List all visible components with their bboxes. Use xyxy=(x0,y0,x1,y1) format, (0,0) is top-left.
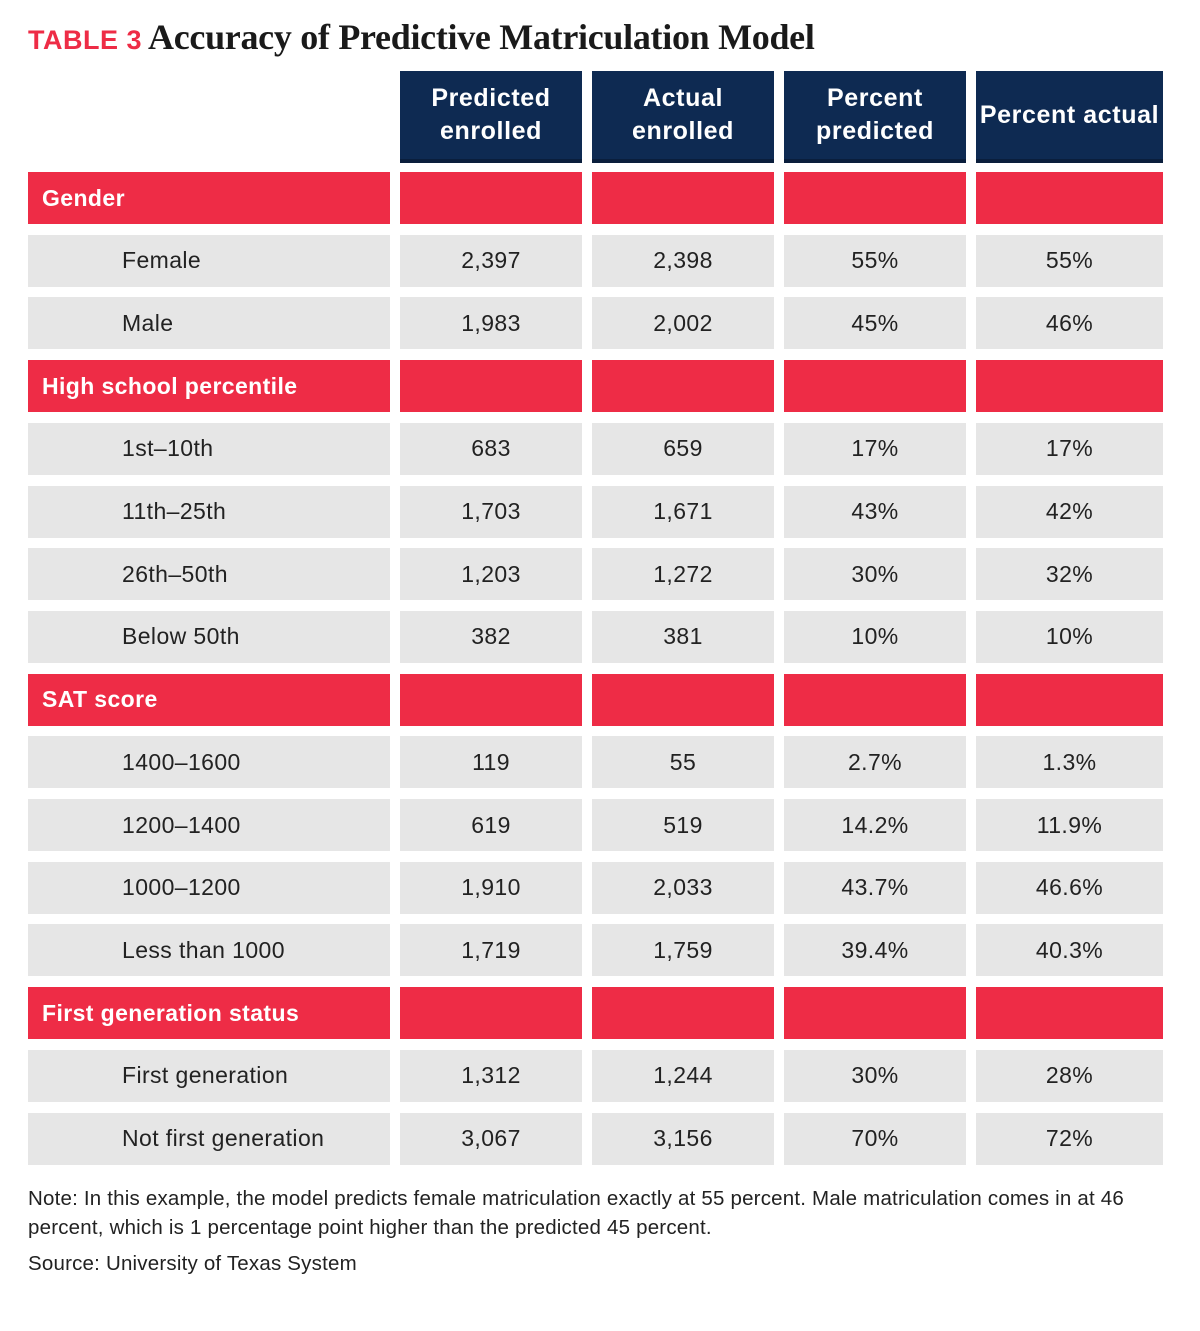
table-cell: 32% xyxy=(976,548,1163,601)
table-title-text: Accuracy of Predictive Matriculation Mod… xyxy=(148,17,815,57)
row-label: 1400–1600 xyxy=(28,736,390,789)
section-header-fill xyxy=(400,673,582,726)
table-cell: 55% xyxy=(976,234,1163,287)
section-header-fill xyxy=(784,987,966,1040)
row-label: Female xyxy=(28,234,390,287)
table-cell: 1,759 xyxy=(592,924,774,977)
table-cell: 382 xyxy=(400,610,582,663)
table-number-label: TABLE 3 xyxy=(28,25,143,55)
table-cell: 55% xyxy=(784,234,966,287)
table-cell: 2,033 xyxy=(592,861,774,914)
table-cell: 2.7% xyxy=(784,736,966,789)
table-cell: 1,312 xyxy=(400,1049,582,1102)
table-cell: 45% xyxy=(784,297,966,350)
table-cell: 3,067 xyxy=(400,1112,582,1165)
table-cell: 43.7% xyxy=(784,861,966,914)
row-label: Below 50th xyxy=(28,610,390,663)
table-cell: 659 xyxy=(592,422,774,475)
section-header-fill xyxy=(592,360,774,413)
table-cell: 3,156 xyxy=(592,1112,774,1165)
table-cell: 10% xyxy=(784,610,966,663)
table-cell: 30% xyxy=(784,548,966,601)
table-cell: 30% xyxy=(784,1049,966,1102)
section-header-fill xyxy=(400,987,582,1040)
table-source: Source: University of Texas System xyxy=(28,1252,357,1275)
section-header: SAT score xyxy=(28,673,390,726)
column-header: Percent actual xyxy=(976,71,1163,163)
table-cell: 72% xyxy=(976,1112,1163,1165)
table-title: TABLE 3 Accuracy of Predictive Matricula… xyxy=(28,16,815,66)
row-label: 26th–50th xyxy=(28,548,390,601)
table-cell: 1,983 xyxy=(400,297,582,350)
table-cell: 46% xyxy=(976,297,1163,350)
table-cell: 17% xyxy=(784,422,966,475)
section-header-fill xyxy=(976,360,1163,413)
section-header-fill xyxy=(976,172,1163,224)
table-cell: 1,244 xyxy=(592,1049,774,1102)
row-label: 11th–25th xyxy=(28,485,390,538)
section-header-fill xyxy=(784,360,966,413)
table-cell: 46.6% xyxy=(976,861,1163,914)
section-header-fill xyxy=(784,673,966,726)
column-header: Actual enrolled xyxy=(592,71,774,163)
table-cell: 2,002 xyxy=(592,297,774,350)
table-cell: 10% xyxy=(976,610,1163,663)
table-cell: 1,703 xyxy=(400,485,582,538)
table-cell: 28% xyxy=(976,1049,1163,1102)
row-label: Less than 1000 xyxy=(28,924,390,977)
table-cell: 1,272 xyxy=(592,548,774,601)
table-cell: 2,397 xyxy=(400,234,582,287)
row-label: Not first generation xyxy=(28,1112,390,1165)
section-header: High school percentile xyxy=(28,360,390,413)
table-cell: 1,719 xyxy=(400,924,582,977)
section-header-fill xyxy=(976,673,1163,726)
table-note: Note: In this example, the model predict… xyxy=(28,1187,1125,1239)
row-label: 1st–10th xyxy=(28,422,390,475)
section-header: First generation status xyxy=(28,987,390,1040)
table-cell: 42% xyxy=(976,485,1163,538)
section-header-fill xyxy=(592,673,774,726)
table-cell: 2,398 xyxy=(592,234,774,287)
table-cell: 70% xyxy=(784,1112,966,1165)
section-header-fill xyxy=(400,172,582,224)
row-label: First generation xyxy=(28,1049,390,1102)
column-header: Percent predicted xyxy=(784,71,966,163)
row-label: 1200–1400 xyxy=(28,799,390,851)
row-label: 1000–1200 xyxy=(28,861,390,914)
table-cell: 1,203 xyxy=(400,548,582,601)
table-cell: 1.3% xyxy=(976,736,1163,789)
row-label: Male xyxy=(28,297,390,350)
table-cell: 55 xyxy=(592,736,774,789)
section-header-fill xyxy=(976,987,1163,1040)
column-header: Predicted enrolled xyxy=(400,71,582,163)
table-cell: 381 xyxy=(592,610,774,663)
section-header: Gender xyxy=(28,172,390,224)
table-cell: 683 xyxy=(400,422,582,475)
section-header-fill xyxy=(400,360,582,413)
table-cell: 39.4% xyxy=(784,924,966,977)
table-cell: 11.9% xyxy=(976,799,1163,851)
table-cell: 119 xyxy=(400,736,582,789)
section-header-fill xyxy=(592,987,774,1040)
table-cell: 519 xyxy=(592,799,774,851)
table-cell: 40.3% xyxy=(976,924,1163,977)
table-cell: 14.2% xyxy=(784,799,966,851)
table-cell: 619 xyxy=(400,799,582,851)
section-header-fill xyxy=(592,172,774,224)
table-cell: 1,910 xyxy=(400,861,582,914)
table-cell: 17% xyxy=(976,422,1163,475)
section-header-fill xyxy=(784,172,966,224)
table-cell: 1,671 xyxy=(592,485,774,538)
table-cell: 43% xyxy=(784,485,966,538)
